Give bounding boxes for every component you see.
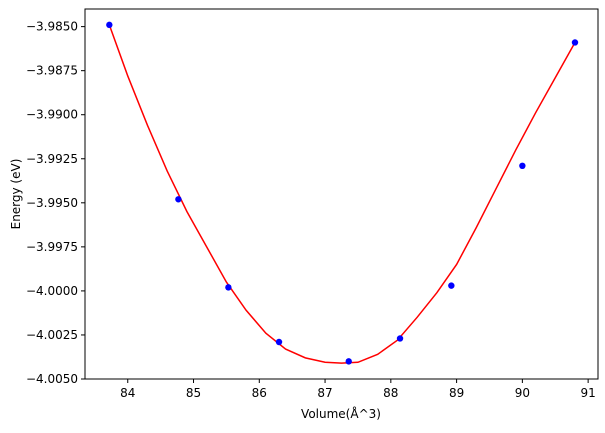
x-tick-label: 88 [383,386,398,400]
x-tick-label: 90 [515,386,530,400]
x-axis: 84 85 86 87 88 89 90 91 [120,379,596,400]
y-tick-label: −3.9975 [26,240,78,254]
data-point [519,162,526,170]
data-point [225,284,232,291]
data-point [345,358,352,365]
data-point [448,282,455,289]
x-tick-label: 89 [449,386,464,400]
y-tick-label: −3.9875 [26,64,78,78]
data-point [275,338,283,346]
data-point [106,21,113,29]
y-tick-label: −3.9850 [26,20,78,34]
plot-frame [84,8,599,380]
data-point [396,335,404,342]
plot-background [85,9,598,379]
x-tick-label: 87 [317,386,332,400]
x-axis-label: Volume(Å^3) [301,406,381,421]
data-points-layer [106,21,579,365]
y-tick-label: −4.0025 [26,328,78,342]
x-tick-label: 86 [252,386,267,400]
x-tick-label: 91 [580,386,595,400]
y-tick-label: −4.0050 [26,372,78,386]
y-tick-label: −3.9925 [26,152,78,166]
fit-curve-layer [108,24,576,364]
y-tick-label: −3.9900 [26,108,78,122]
data-point [175,196,182,203]
fit-curve-line [108,24,576,364]
x-tick-label: 85 [186,386,201,400]
y-axis: −3.9850 −3.9875 −3.9900 −3.9925 −3.9950 −3.99… [26,20,85,386]
y-axis-label: Energy (eV) [9,159,23,230]
y-tick-label: −3.9950 [26,196,78,210]
y-tick-label: −4.0000 [26,284,78,298]
data-point [571,39,579,46]
x-tick-label: 84 [120,386,135,400]
